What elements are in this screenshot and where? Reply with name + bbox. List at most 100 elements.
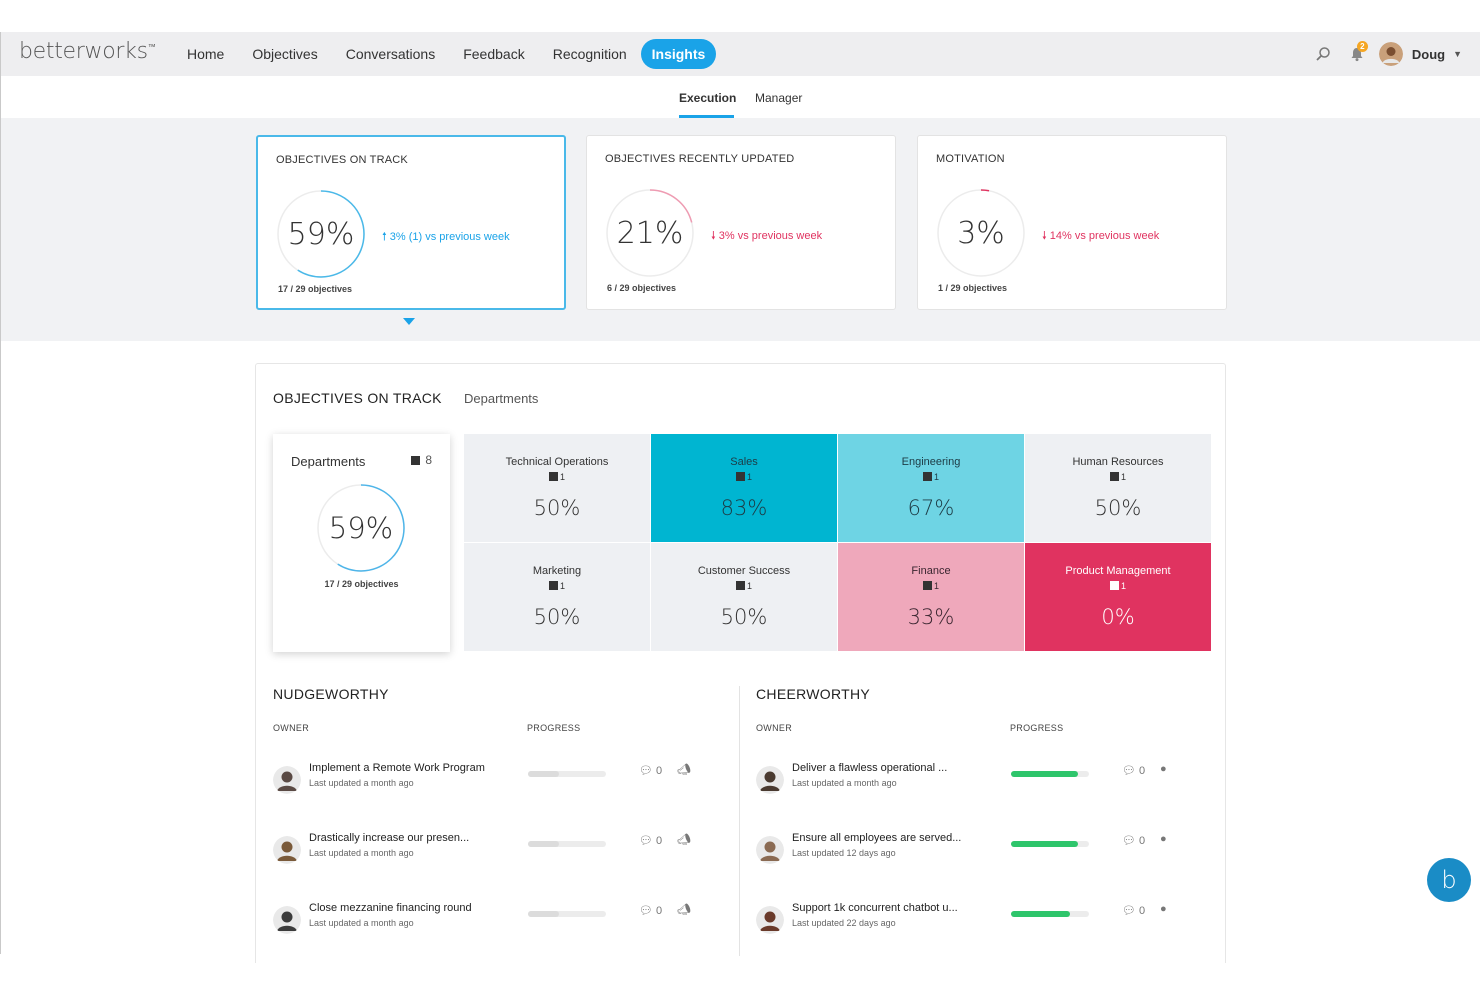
comment-icon: 💬︎ bbox=[639, 905, 657, 917]
building-icon bbox=[735, 581, 745, 590]
objective-row[interactable]: Close mezzanine financing round Last upda… bbox=[273, 902, 713, 942]
objective-title[interactable]: Close mezzanine financing round bbox=[309, 902, 472, 914]
insights-subnav: Execution Manager bbox=[0, 76, 1480, 118]
tab-execution[interactable]: Execution bbox=[679, 91, 737, 105]
objective-title[interactable]: Implement a Remote Work Program bbox=[309, 762, 485, 774]
dept-card-value: 59% bbox=[328, 511, 394, 545]
nav-item-conversations[interactable]: Conversations bbox=[345, 46, 436, 62]
owner-avatar[interactable] bbox=[756, 906, 784, 934]
departments-summary-card[interactable]: Departments 8 59% 17 / 29 objectives bbox=[273, 434, 450, 652]
search-icon[interactable] bbox=[1310, 41, 1336, 67]
department-count: 1 bbox=[651, 581, 837, 591]
chevron-down-icon[interactable]: ▼ bbox=[1453, 49, 1462, 59]
objective-row[interactable]: Ensure all employees are served... Last u… bbox=[756, 832, 1196, 872]
comment-count[interactable]: 💬︎ 0 bbox=[1122, 904, 1145, 917]
tab-manager[interactable]: Manager bbox=[755, 91, 803, 105]
nav-item-feedback[interactable]: Feedback bbox=[463, 46, 525, 62]
cheer-icon[interactable]: ● bbox=[1160, 833, 1167, 845]
department-count: 1 bbox=[838, 472, 1024, 482]
trend-indicator: 🠗 14% vs previous week bbox=[1042, 227, 1159, 246]
card-title: OBJECTIVES ON TRACK bbox=[276, 154, 408, 166]
department-cell-human-resources[interactable]: Human Resources 1 50% bbox=[1025, 434, 1211, 542]
department-cell-product-management[interactable]: Product Management 1 0% bbox=[1025, 543, 1211, 651]
department-count-value: 1 bbox=[1120, 581, 1126, 591]
objective-title[interactable]: Support 1k concurrent chatbot u... bbox=[792, 902, 958, 914]
progress-bar bbox=[1011, 841, 1089, 847]
department-name: Engineering bbox=[901, 456, 961, 468]
cheerworthy-heading: CHEERWORTHY bbox=[756, 686, 871, 702]
progress-fill bbox=[1011, 911, 1071, 917]
nav-item-recognition[interactable]: Recognition bbox=[552, 46, 627, 62]
comment-icon: 💬︎ bbox=[639, 765, 657, 777]
comment-count[interactable]: 💬︎ 0 bbox=[639, 904, 662, 917]
main-nav: Home Objectives Conversations Feedback Recog… bbox=[173, 32, 717, 76]
objective-row[interactable]: Support 1k concurrent chatbot u... Last u… bbox=[756, 902, 1196, 942]
department-cell-technical-operations[interactable]: Technical Operations 1 50% bbox=[464, 434, 650, 542]
owner-avatar[interactable] bbox=[273, 766, 301, 794]
nudge-megaphone-icon[interactable]: 📣︎ bbox=[677, 834, 691, 846]
department-cell-sales[interactable]: Sales 1 83% bbox=[651, 434, 837, 542]
arrow-down-icon: 🠗 bbox=[1042, 230, 1050, 242]
comment-count-value: 0 bbox=[656, 765, 663, 777]
department-percentage: 67% bbox=[907, 496, 955, 520]
summary-card-motivation[interactable]: MOTIVATION 3% 🠗 14% vs previous week 1 /… bbox=[917, 135, 1227, 310]
objective-title[interactable]: Ensure all employees are served... bbox=[792, 832, 962, 844]
header-tools: 2 Doug ▼ bbox=[1302, 32, 1462, 76]
summary-band: OBJECTIVES ON TRACK 59% 🠕 3% (1) vs prev… bbox=[0, 118, 1480, 341]
owner-avatar[interactable] bbox=[756, 766, 784, 794]
top-navigation-bar: betterworks™ Home Objectives Conversations… bbox=[0, 32, 1480, 76]
building-icon bbox=[548, 472, 558, 481]
betterworks-logo[interactable]: betterworks™ bbox=[19, 39, 156, 64]
comment-count[interactable]: 💬︎ 0 bbox=[639, 764, 662, 777]
card-value: 21% bbox=[616, 215, 684, 251]
betterworks-assistant-button[interactable]: b bbox=[1427, 858, 1471, 902]
summary-card-on-track[interactable]: OBJECTIVES ON TRACK 59% 🠕 3% (1) vs prev… bbox=[256, 135, 566, 310]
dept-card-count: 8 bbox=[410, 453, 432, 467]
card-value: 59% bbox=[287, 216, 355, 252]
user-name[interactable]: Doug bbox=[1411, 46, 1446, 62]
owner-avatar[interactable] bbox=[756, 836, 784, 864]
objective-row[interactable]: Deliver a flawless operational ... Last u… bbox=[756, 762, 1196, 802]
nudge-megaphone-icon[interactable]: 📣︎ bbox=[677, 764, 691, 776]
cheer-icon[interactable]: ● bbox=[1160, 903, 1167, 915]
department-count: 1 bbox=[464, 472, 650, 482]
department-cell-marketing[interactable]: Marketing 1 50% bbox=[464, 543, 650, 651]
comment-count-value: 0 bbox=[1139, 765, 1146, 777]
objective-title[interactable]: Deliver a flawless operational ... bbox=[792, 762, 948, 774]
objective-row[interactable]: Drastically increase our presen... Last u… bbox=[273, 832, 713, 872]
trend-indicator: 🠗 3% vs previous week bbox=[711, 227, 822, 246]
cheer-icon[interactable]: ● bbox=[1160, 763, 1167, 775]
department-percentage: 33% bbox=[907, 605, 955, 629]
nudge-megaphone-icon[interactable]: 📣︎ bbox=[677, 904, 691, 916]
summary-card-recently-updated[interactable]: OBJECTIVES RECENTLY UPDATED 21% 🠗 3% vs … bbox=[586, 135, 896, 310]
department-cell-engineering[interactable]: Engineering 1 67% bbox=[838, 434, 1024, 542]
department-count-value: 1 bbox=[559, 472, 565, 482]
logo-trademark: ™ bbox=[147, 42, 156, 52]
last-updated: Last updated a month ago bbox=[309, 848, 414, 858]
progress-ring bbox=[606, 189, 694, 277]
objective-title[interactable]: Drastically increase our presen... bbox=[309, 832, 470, 844]
owner-avatar[interactable] bbox=[273, 906, 301, 934]
department-cell-finance[interactable]: Finance 1 33% bbox=[838, 543, 1024, 651]
objective-row[interactable]: Implement a Remote Work Program Last upda… bbox=[273, 762, 713, 802]
last-updated: Last updated 22 days ago bbox=[792, 918, 896, 928]
building-icon bbox=[410, 456, 420, 465]
comment-count[interactable]: 💬︎ 0 bbox=[1122, 764, 1145, 777]
comment-icon: 💬︎ bbox=[1122, 905, 1140, 917]
user-avatar[interactable] bbox=[1378, 41, 1404, 67]
arrow-up-icon: 🠕 bbox=[382, 231, 390, 243]
building-icon bbox=[548, 581, 558, 590]
department-name: Finance bbox=[911, 565, 951, 577]
comment-count[interactable]: 💬︎ 0 bbox=[639, 834, 662, 847]
nav-item-objectives[interactable]: Objectives bbox=[252, 46, 318, 62]
panel-subtitle[interactable]: Departments bbox=[464, 391, 539, 406]
notification-badge: 2 bbox=[1356, 41, 1368, 52]
department-count: 1 bbox=[651, 472, 837, 482]
nav-item-home[interactable]: Home bbox=[187, 46, 225, 62]
card-title: MOTIVATION bbox=[936, 153, 1005, 165]
owner-avatar[interactable] bbox=[273, 836, 301, 864]
comment-count[interactable]: 💬︎ 0 bbox=[1122, 834, 1145, 847]
notifications-bell-icon[interactable]: 2 bbox=[1344, 41, 1370, 67]
nav-item-insights[interactable]: Insights bbox=[640, 39, 717, 69]
department-cell-customer-success[interactable]: Customer Success 1 50% bbox=[651, 543, 837, 651]
